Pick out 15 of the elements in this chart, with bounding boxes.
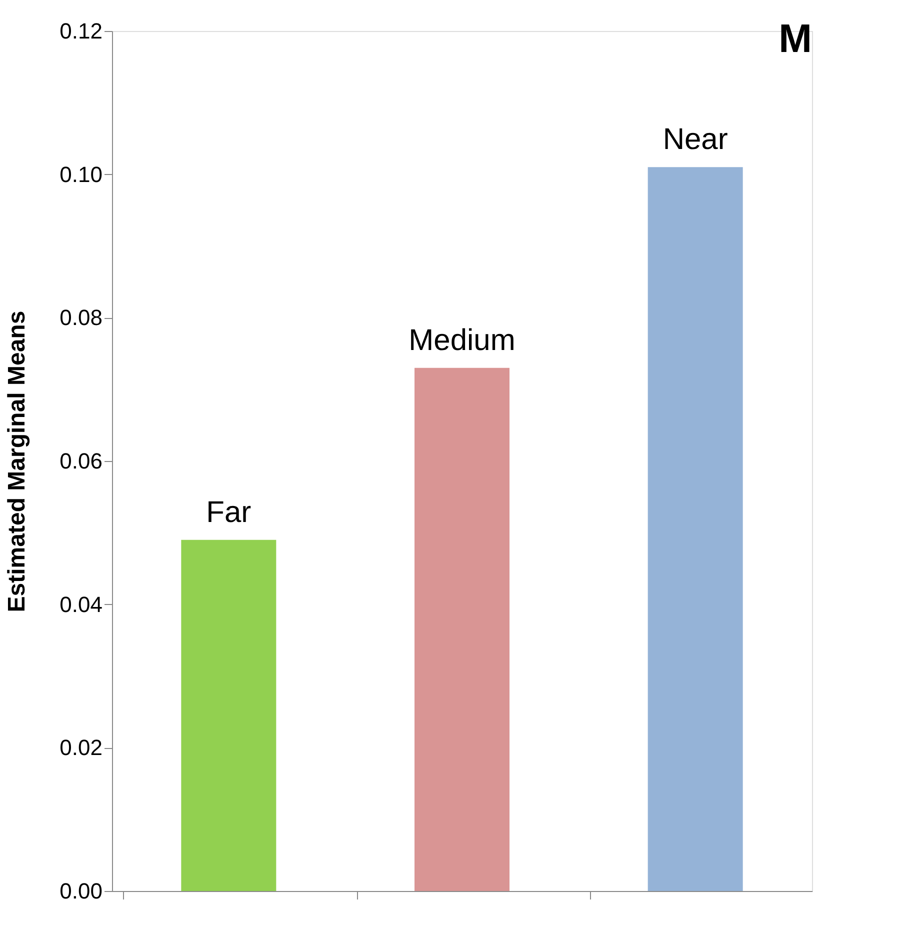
x-tick-label: Medium bbox=[408, 324, 516, 357]
y-axis-title: Estimated Marginal Means bbox=[4, 310, 31, 612]
y-tick-label: 0.04 bbox=[60, 592, 102, 617]
bar bbox=[414, 368, 510, 891]
y-tick-label: 0.02 bbox=[60, 735, 102, 760]
bar bbox=[648, 167, 743, 891]
y-tick-label: 0.08 bbox=[60, 305, 102, 330]
x-tick-label: Far bbox=[206, 496, 252, 529]
y-tick-label: 0.12 bbox=[60, 18, 102, 44]
bar bbox=[181, 540, 276, 891]
y-tick-label: 0.10 bbox=[60, 162, 102, 187]
y-tick-label: 0.06 bbox=[60, 448, 102, 474]
y-tick-label: 0.00 bbox=[60, 878, 102, 904]
x-tick-label: Near bbox=[662, 123, 728, 156]
chart-title: M bbox=[778, 17, 812, 61]
